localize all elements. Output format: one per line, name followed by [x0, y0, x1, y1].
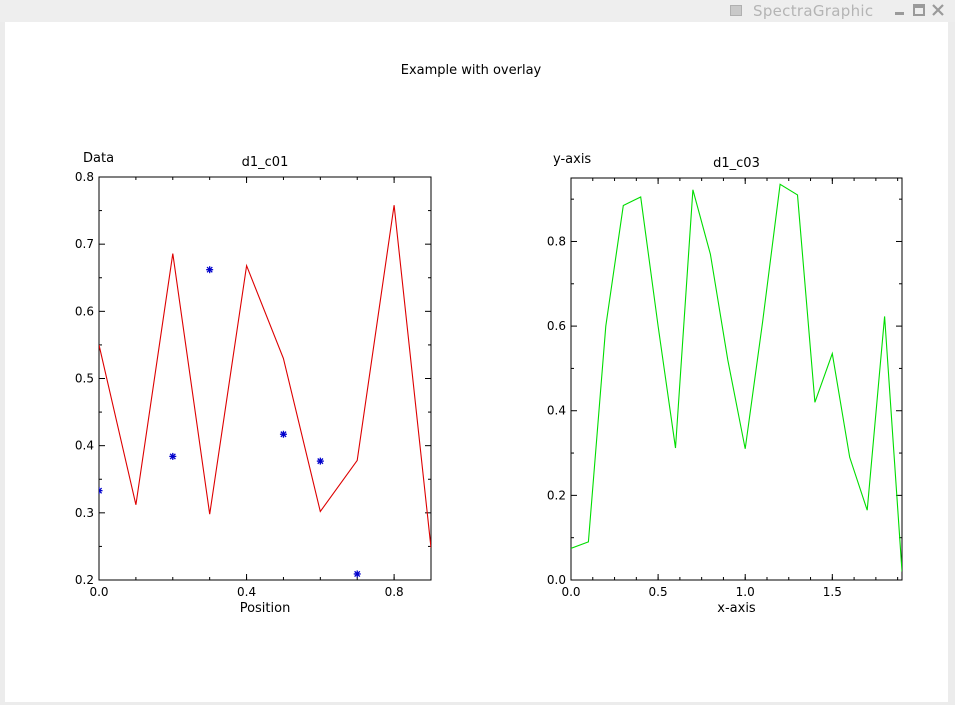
x-tick-label: 0.0: [89, 585, 108, 599]
x-tick-label: 1.5: [823, 585, 842, 599]
series-line: [571, 183, 902, 572]
y-tick-label: 0.7: [75, 237, 94, 251]
y-tick-label: 0.6: [75, 304, 94, 318]
scatter-point: [99, 487, 103, 495]
chart-title: d1_c03: [713, 156, 760, 171]
chart-1: 0.2 0.3 0.4 0.5 0.6 0.7 0.8 0.0 0.4 0.8 d1_c01 Data…: [75, 151, 432, 616]
x-axis-label: Position: [240, 601, 291, 616]
scatter-point: [206, 266, 214, 274]
y-tick-label: 0.3: [75, 506, 94, 520]
y-axis-label: y-axis: [553, 152, 591, 167]
x-tick-label: 0.5: [649, 585, 668, 599]
plot-area: [99, 205, 431, 578]
series-line: [99, 205, 431, 548]
y-tick-label: 0.6: [547, 319, 566, 333]
y-axis-label: Data: [83, 151, 114, 166]
y-tick-label: 0.2: [75, 573, 94, 587]
chart-title: d1_c01: [242, 155, 289, 170]
x-tick-label: 0.8: [385, 585, 404, 599]
y-tick-label: 0.0: [547, 573, 566, 587]
y-tick-label: 0.2: [547, 488, 566, 502]
scatter-point: [279, 430, 287, 438]
plot-frame: [98, 176, 432, 581]
x-tick-label: 0.0: [561, 585, 580, 599]
x-tick-label: 0.4: [237, 585, 256, 599]
y-tick-label: 0.4: [547, 404, 566, 418]
figure-title: Example with overlay: [401, 63, 542, 78]
y-tick-label: 0.8: [75, 170, 94, 184]
plot-canvas: Example with overlay 0.2 0.3 0.4 0.5 0.6 0.7 0…: [5, 22, 948, 702]
plot-area: [571, 183, 902, 572]
y-tick-label: 0.8: [547, 234, 566, 248]
chart-2: 0.0 0.2 0.4 0.6 0.8 0.0 0.5 1.0 1.5 d1_c03 y-axis x…: [547, 152, 903, 616]
x-axis-label: x-axis: [717, 601, 756, 616]
app-icon: [730, 5, 742, 16]
y-tick-label: 0.5: [75, 372, 94, 386]
close-icon[interactable]: [931, 3, 945, 17]
x-tick-label: 1.0: [736, 585, 755, 599]
window-title: SpectraGraphic: [753, 2, 874, 20]
window-titlebar[interactable]: SpectraGraphic: [0, 0, 955, 22]
figure-svg: Example with overlay 0.20.30.40.50.60.70…: [75, 63, 903, 616]
scatter-point: [316, 457, 324, 465]
scatter-point: [169, 452, 177, 460]
y-tick-label: 0.4: [75, 439, 94, 453]
scatter-point: [353, 570, 361, 578]
plot-frame: [570, 177, 903, 581]
minimize-icon[interactable]: [893, 3, 907, 17]
maximize-icon[interactable]: [912, 3, 926, 17]
